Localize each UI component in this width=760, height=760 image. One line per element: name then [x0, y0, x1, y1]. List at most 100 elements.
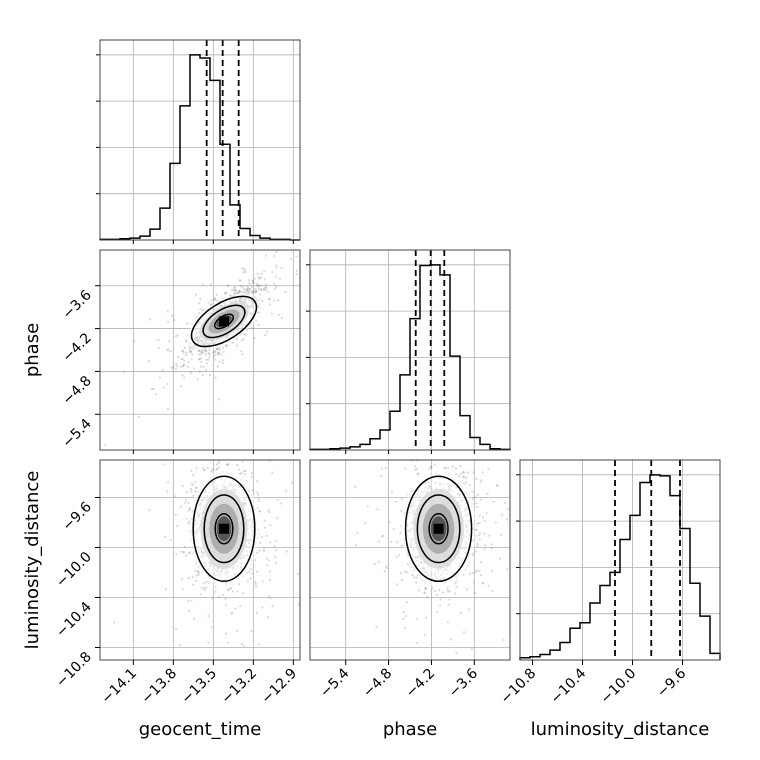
xtick-label-geocent_time-2: −13.5 [179, 666, 221, 708]
scatter-point [266, 616, 270, 619]
scatter-point [174, 495, 177, 498]
scatter-point [218, 348, 221, 351]
xtick-label-geocent_time-3: −13.2 [219, 666, 261, 708]
scatter-point [182, 551, 185, 554]
scatter-point [246, 285, 249, 288]
scatter-point [233, 289, 237, 292]
scatter-point [397, 414, 399, 416]
scatter-point [243, 432, 245, 434]
scatter-point [174, 513, 177, 516]
scatter-point [446, 621, 449, 624]
scatter-point [394, 431, 396, 433]
scatter-point [448, 590, 451, 593]
scatter-point [257, 323, 260, 326]
diag-panel-geocent_time [96, 40, 300, 241]
scatter-point [195, 467, 198, 470]
scatter-point [264, 254, 268, 257]
density-peak-luminosity_distance_vs_phase [433, 523, 444, 534]
scatter-point [243, 333, 246, 336]
scatter-point [211, 468, 214, 471]
scatter-point [192, 474, 195, 477]
scatter-point [257, 499, 260, 502]
scatter-point [163, 535, 167, 538]
scatter-point [263, 286, 266, 289]
scatter-point [485, 512, 488, 515]
scatter-point [400, 498, 404, 501]
scatter-point [478, 538, 481, 541]
scatter-point [476, 493, 480, 496]
scatter-point [215, 463, 219, 466]
scatter-point [200, 351, 203, 355]
scatter-point [403, 627, 407, 630]
scatter-point [266, 330, 269, 333]
scatter-point [483, 532, 486, 535]
scatter-point [295, 255, 298, 258]
ytick-label-luminosity_distance-1: −10.4 [53, 599, 95, 641]
scatter-point [404, 614, 408, 618]
scatter-point [377, 560, 380, 564]
scatter-point [180, 385, 183, 388]
scatter-point [207, 301, 210, 304]
scatter-point [269, 597, 272, 600]
scatter-point [198, 358, 201, 361]
scatter-point [285, 489, 288, 493]
scatter-point [483, 548, 486, 551]
scatter-point [185, 351, 188, 354]
scatter-point [282, 241, 284, 243]
scatter-point [504, 451, 506, 453]
scatter-point [166, 455, 168, 457]
scatter-point [485, 455, 487, 457]
scatter-point [273, 299, 276, 302]
scatter-point [232, 288, 235, 291]
scatter-point [254, 558, 257, 562]
scatter-point [473, 592, 477, 595]
scatter-point [296, 572, 300, 576]
scatter-point [262, 246, 264, 248]
scatter-point [180, 365, 183, 368]
scatter-point [428, 467, 431, 470]
scatter-point [181, 578, 184, 581]
scatter-point [251, 279, 255, 282]
scatter-point [206, 466, 209, 470]
scatter-point [253, 336, 256, 340]
scatter-point [201, 466, 205, 470]
scatter-point [240, 643, 244, 646]
scatter-point [187, 509, 190, 512]
scatter-point [113, 621, 116, 624]
scatter-point [354, 485, 357, 488]
scatter-point [433, 589, 437, 593]
scatter-point [438, 604, 442, 607]
scatter-point [189, 487, 192, 490]
scatter-point [392, 527, 395, 530]
scatter-point [396, 541, 399, 544]
scatter-point [462, 476, 465, 479]
scatter-point [192, 483, 195, 486]
scatter-point [454, 444, 456, 446]
scatter-point [255, 284, 258, 287]
scatter-point [459, 464, 462, 467]
scatter-point [213, 298, 216, 301]
scatter-point [258, 276, 261, 279]
scatter-point [415, 467, 418, 471]
scatter-point [303, 479, 305, 481]
diag-frame-phase [309, 249, 511, 451]
scatter-point [242, 592, 245, 595]
y-axis-label-phase: phase [22, 323, 43, 377]
scatter-point [372, 420, 374, 422]
scatter-point [279, 502, 282, 505]
scatter-point [256, 284, 259, 287]
scatter-point [385, 466, 388, 470]
scatter-point [500, 533, 503, 537]
scatter-point [255, 611, 259, 614]
scatter-point [424, 586, 427, 589]
scatter-point [183, 359, 186, 362]
scatter-point [182, 550, 185, 554]
x-axis-label-luminosity_distance: luminosity_distance [531, 719, 710, 740]
scatter-point [406, 571, 409, 574]
scatter-point [436, 457, 438, 459]
scatter-point [122, 371, 125, 374]
scatter-point [189, 350, 193, 353]
scatter-point [196, 378, 199, 381]
scatter-point [255, 585, 258, 588]
scatter-point [231, 341, 234, 344]
